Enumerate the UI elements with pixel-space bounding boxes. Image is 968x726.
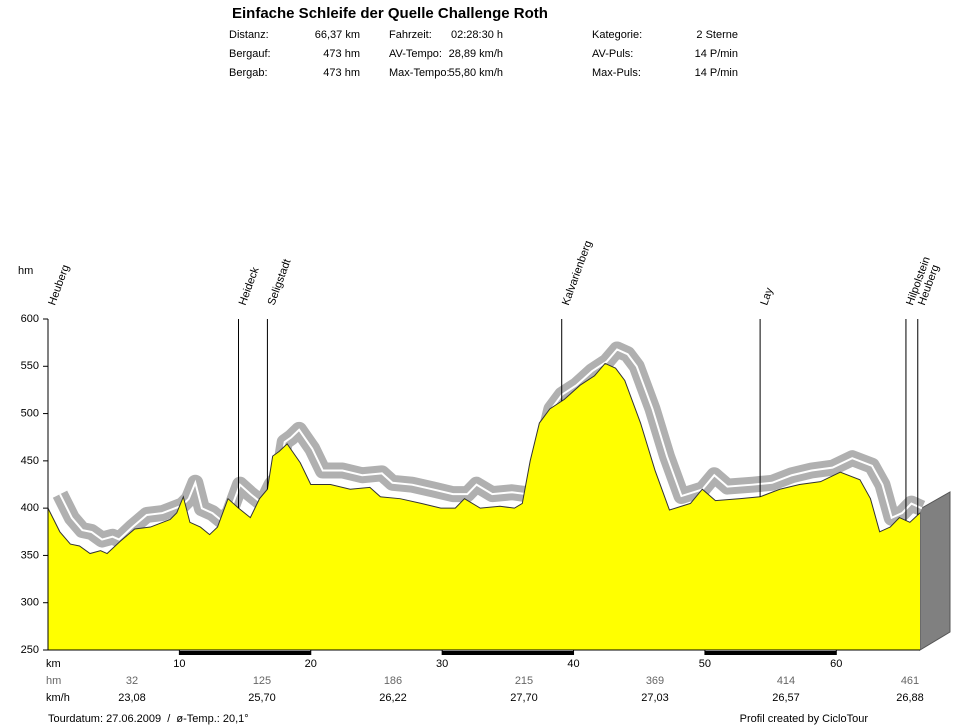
stat-label: Max-Tempo: bbox=[389, 67, 450, 79]
stat-value: 473 hm bbox=[323, 67, 360, 79]
waypoint-label: Heideck bbox=[237, 265, 262, 307]
x-tick-label: 20 bbox=[305, 658, 317, 670]
stat-value: 55,80 km/h bbox=[449, 67, 503, 79]
stat-value: 14 P/min bbox=[695, 48, 738, 60]
hm-row-label: hm bbox=[46, 675, 61, 687]
waypoint-label: Seligstadt bbox=[266, 258, 294, 308]
stat-value: 14 P/min bbox=[695, 67, 738, 79]
waypoint-label: Kalvarienberg bbox=[560, 239, 594, 307]
kmh-row-label: km/h bbox=[46, 692, 70, 704]
y-axis-label: hm bbox=[18, 265, 33, 277]
stat-value: 02:28:30 h bbox=[451, 29, 503, 41]
x-tick-label: 10 bbox=[173, 658, 185, 670]
y-tick-label: 500 bbox=[21, 407, 39, 419]
km-band bbox=[704, 651, 837, 655]
x-tick-label: 40 bbox=[567, 658, 579, 670]
y-tick-label: 400 bbox=[21, 502, 39, 514]
x-tick-label: 30 bbox=[436, 658, 448, 670]
hm-value: 186 bbox=[384, 675, 402, 687]
kmh-value: 23,08 bbox=[118, 692, 146, 704]
x-tick-label: 60 bbox=[830, 658, 842, 670]
kmh-value: 26,22 bbox=[379, 692, 407, 704]
hm-value: 32 bbox=[126, 675, 138, 687]
y-tick-label: 550 bbox=[21, 360, 39, 372]
stat-label: AV-Puls: bbox=[592, 48, 633, 60]
waypoint-label: Lay bbox=[758, 286, 776, 307]
x-tick-label: 50 bbox=[699, 658, 711, 670]
stat-label: AV-Tempo: bbox=[389, 48, 442, 60]
kmh-value: 26,88 bbox=[896, 692, 924, 704]
chart-title: Einfache Schleife der Quelle Challenge R… bbox=[232, 5, 548, 22]
kmh-value: 26,57 bbox=[772, 692, 800, 704]
stat-value: 473 hm bbox=[323, 48, 360, 60]
side-wall bbox=[919, 491, 951, 651]
stat-label: Bergab: bbox=[229, 67, 268, 79]
kmh-value: 27,03 bbox=[641, 692, 669, 704]
footer-right: Profil created by CicloTour bbox=[740, 713, 869, 725]
elevation-area bbox=[48, 363, 920, 650]
stat-value: 2 Sterne bbox=[696, 29, 738, 41]
kmh-value: 25,70 bbox=[248, 692, 276, 704]
stat-value: 66,37 km bbox=[315, 29, 360, 41]
stat-label: Kategorie: bbox=[592, 29, 642, 41]
y-tick-label: 250 bbox=[21, 644, 39, 656]
y-tick-label: 300 bbox=[21, 597, 39, 609]
y-tick-label: 600 bbox=[21, 313, 39, 325]
stat-value: 28,89 km/h bbox=[449, 48, 503, 60]
y-tick-label: 450 bbox=[21, 455, 39, 467]
stat-label: Fahrzeit: bbox=[389, 29, 432, 41]
hm-value: 215 bbox=[515, 675, 533, 687]
stat-label: Max-Puls: bbox=[592, 67, 641, 79]
stat-label: Distanz: bbox=[229, 29, 269, 41]
hm-value: 125 bbox=[253, 675, 271, 687]
x-axis-label: km bbox=[46, 658, 61, 670]
y-tick-label: 350 bbox=[21, 549, 39, 561]
shadow-line bbox=[59, 348, 923, 541]
km-band bbox=[442, 651, 574, 655]
footer-left: Tourdatum: 27.06.2009 / ø-Temp.: 20,1° bbox=[48, 713, 249, 725]
kmh-value: 27,70 bbox=[510, 692, 538, 704]
stat-label: Bergauf: bbox=[229, 48, 271, 60]
hm-value: 461 bbox=[901, 675, 919, 687]
hm-value: 414 bbox=[777, 675, 795, 687]
elevation-line bbox=[47, 362, 921, 555]
hm-value: 369 bbox=[646, 675, 664, 687]
waypoint-label: Heuberg bbox=[46, 263, 72, 307]
km-band bbox=[179, 651, 311, 655]
